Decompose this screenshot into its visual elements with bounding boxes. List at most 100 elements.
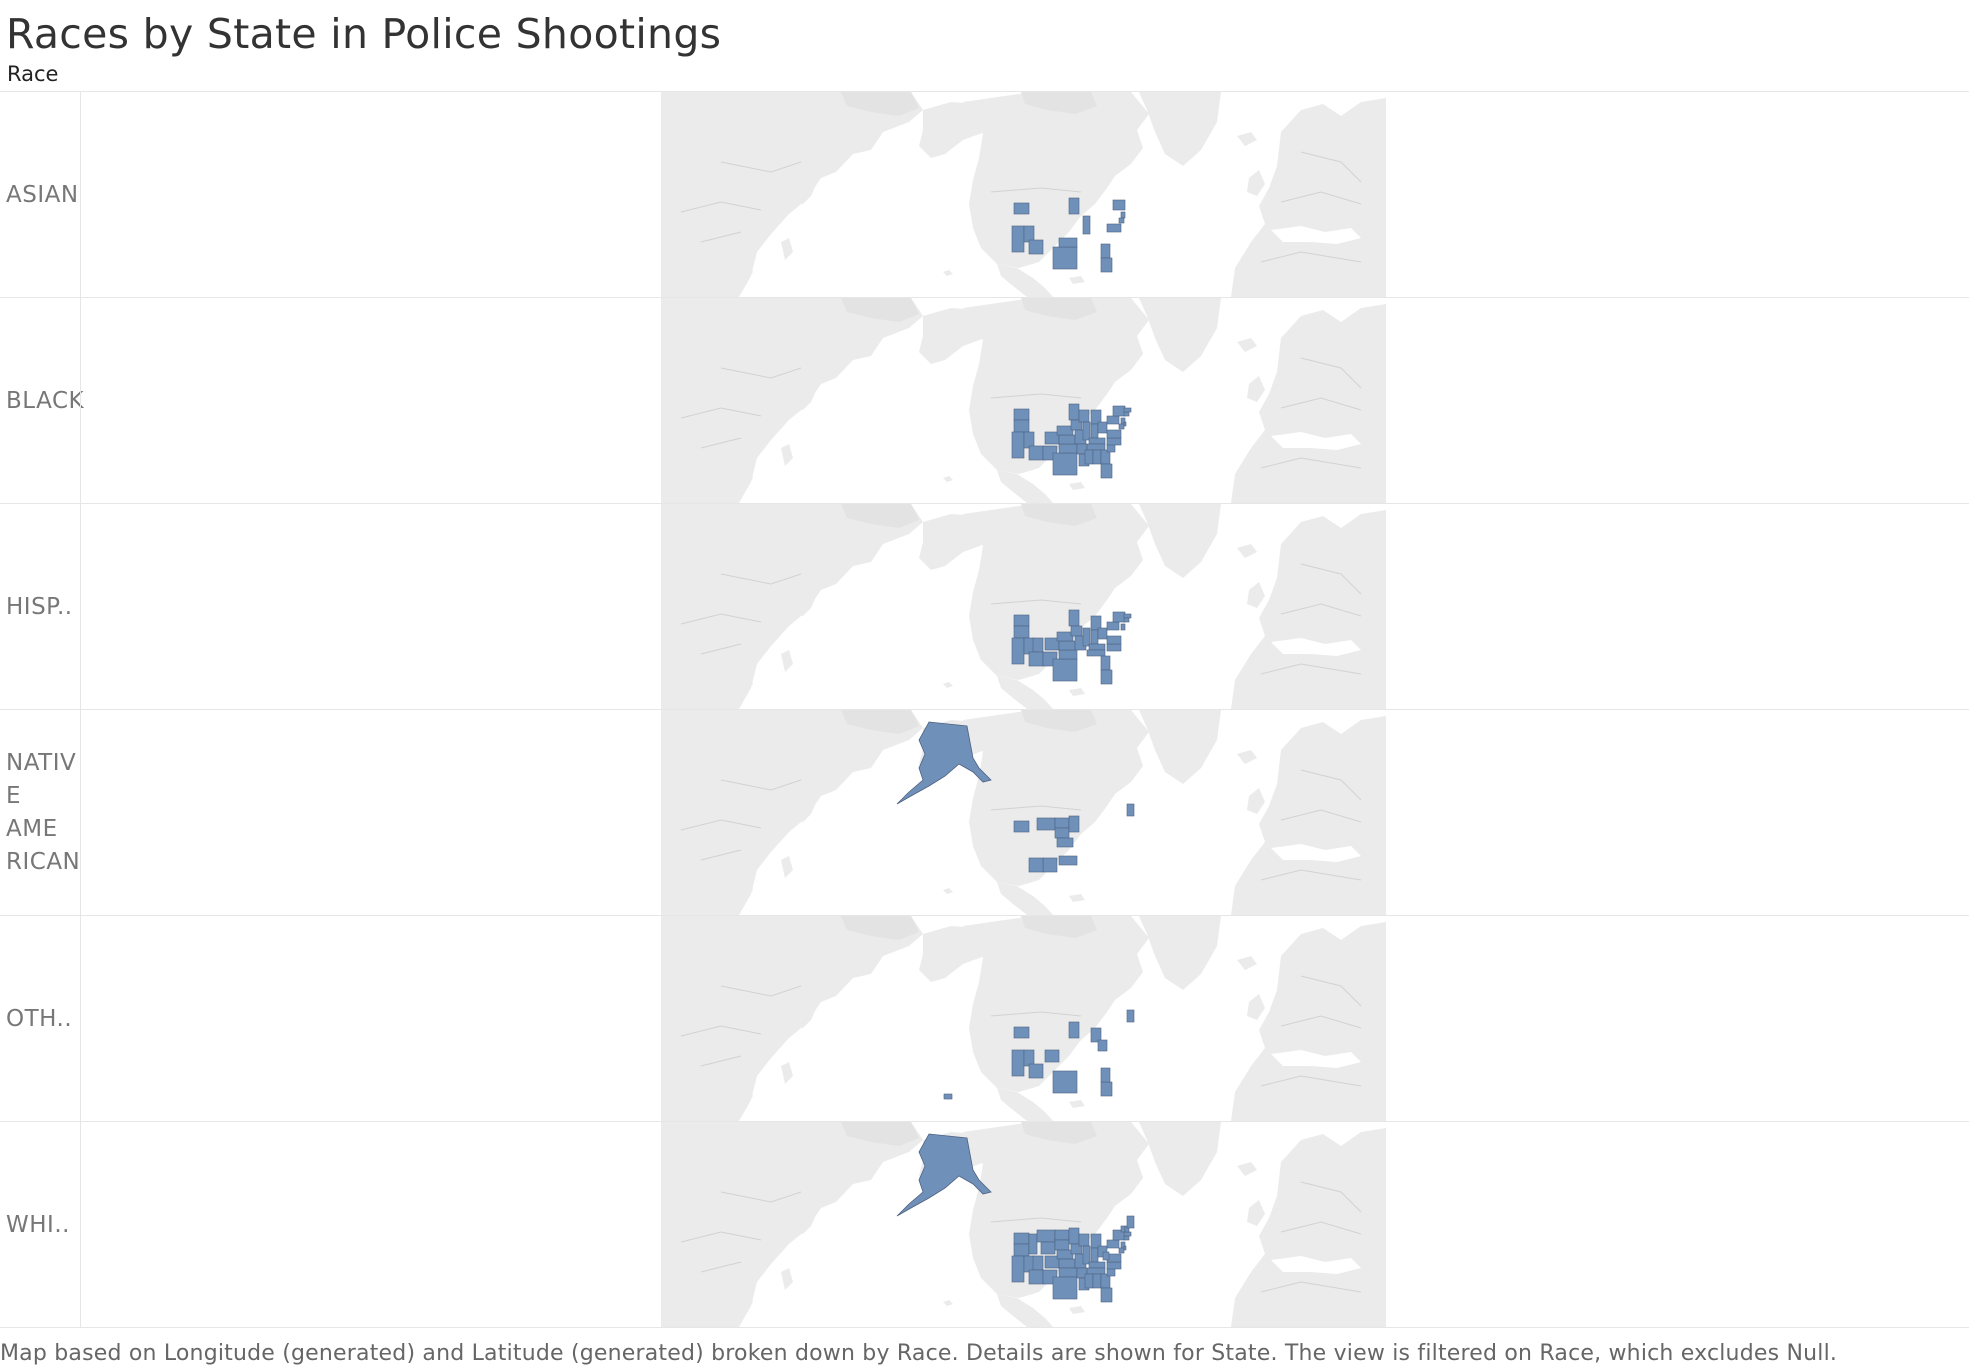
state-NE[interactable]: [1056, 837, 1074, 848]
state-NJ[interactable]: [1120, 623, 1126, 631]
state-SD[interactable]: [1054, 827, 1070, 839]
state-IN[interactable]: [1090, 629, 1099, 645]
state-TN[interactable]: [1086, 1267, 1106, 1275]
state-MN[interactable]: [1068, 197, 1080, 215]
state-UT[interactable]: [1032, 1255, 1044, 1271]
state-ND[interactable]: [1054, 817, 1070, 829]
state-CT[interactable]: [1123, 617, 1130, 623]
state-WA[interactable]: [1013, 820, 1030, 833]
race-row-label[interactable]: WHI..: [6, 1211, 70, 1238]
state-NV[interactable]: [1023, 1049, 1035, 1067]
state-MD[interactable]: [1118, 423, 1125, 430]
state-FL[interactable]: [1100, 1081, 1113, 1097]
state-NJ[interactable]: [1120, 211, 1126, 219]
state-NE[interactable]: [1056, 425, 1074, 436]
state-VA[interactable]: [1106, 429, 1122, 439]
state-TX[interactable]: [1052, 452, 1078, 476]
state-NC[interactable]: [1106, 1261, 1122, 1270]
state-map[interactable]: [661, 710, 1386, 915]
state-FL[interactable]: [1100, 669, 1113, 685]
state-KS[interactable]: [1058, 1258, 1076, 1269]
state-NY[interactable]: [1112, 611, 1126, 623]
state-WV[interactable]: [1102, 1251, 1110, 1261]
state-HI[interactable]: [943, 1093, 953, 1100]
state-OH[interactable]: [1097, 1245, 1108, 1258]
state-ID[interactable]: [1028, 1233, 1038, 1255]
state-CT[interactable]: [1123, 1235, 1130, 1241]
state-FL[interactable]: [1100, 257, 1113, 273]
state-IL[interactable]: [1082, 627, 1091, 647]
state-NV[interactable]: [1023, 431, 1035, 449]
state-MI[interactable]: [1090, 1027, 1102, 1043]
state-OK[interactable]: [1058, 443, 1078, 454]
state-map[interactable]: [661, 916, 1386, 1121]
state-CA[interactable]: [1011, 1049, 1025, 1077]
state-TX[interactable]: [1052, 658, 1078, 682]
state-AZ[interactable]: [1028, 239, 1044, 255]
state-CT[interactable]: [1123, 411, 1130, 417]
state-NV[interactable]: [1023, 637, 1035, 655]
state-OK[interactable]: [1058, 649, 1078, 660]
state-CA[interactable]: [1011, 225, 1025, 253]
state-map[interactable]: [661, 1122, 1386, 1327]
state-TN[interactable]: [1086, 443, 1106, 451]
race-row-label[interactable]: OTH..: [6, 1005, 73, 1032]
state-MN[interactable]: [1068, 1021, 1080, 1039]
state-DE[interactable]: [1123, 421, 1127, 427]
state-MA[interactable]: [1123, 1231, 1132, 1237]
state-TN[interactable]: [1086, 649, 1106, 657]
state-MD[interactable]: [1118, 1247, 1125, 1254]
state-CA[interactable]: [1011, 637, 1025, 665]
state-CO[interactable]: [1044, 1049, 1060, 1063]
state-MN[interactable]: [1068, 1227, 1080, 1245]
state-WA[interactable]: [1013, 1232, 1030, 1245]
state-AL[interactable]: [1092, 1273, 1102, 1289]
state-MT[interactable]: [1036, 1229, 1056, 1243]
state-TX[interactable]: [1052, 1070, 1078, 1094]
state-WY[interactable]: [1040, 1241, 1056, 1255]
state-KS[interactable]: [1058, 434, 1076, 445]
state-KS[interactable]: [1058, 640, 1076, 651]
state-MA[interactable]: [1123, 407, 1132, 413]
state-ME[interactable]: [1126, 803, 1135, 817]
state-ME[interactable]: [1126, 1215, 1135, 1229]
state-NV[interactable]: [1023, 1255, 1035, 1273]
state-AZ[interactable]: [1028, 651, 1044, 667]
state-OH[interactable]: [1097, 421, 1108, 434]
state-WI[interactable]: [1078, 409, 1090, 423]
state-PA[interactable]: [1106, 621, 1120, 631]
state-map[interactable]: [661, 298, 1386, 503]
state-MN[interactable]: [1068, 609, 1080, 627]
state-OR[interactable]: [1013, 1243, 1030, 1257]
state-NE[interactable]: [1056, 631, 1074, 642]
state-AK[interactable]: [896, 721, 992, 805]
state-AL[interactable]: [1092, 449, 1102, 465]
state-AK[interactable]: [896, 1133, 992, 1217]
state-map[interactable]: [661, 92, 1386, 297]
state-WI[interactable]: [1078, 1233, 1090, 1247]
state-TX[interactable]: [1052, 246, 1078, 270]
state-VA[interactable]: [1106, 635, 1122, 645]
state-OK[interactable]: [1058, 855, 1078, 866]
state-AZ[interactable]: [1028, 1269, 1044, 1285]
state-IN[interactable]: [1090, 423, 1099, 439]
state-MS[interactable]: [1084, 449, 1094, 465]
state-FL[interactable]: [1100, 463, 1113, 479]
state-GA[interactable]: [1100, 1067, 1111, 1083]
state-IN[interactable]: [1090, 1247, 1099, 1263]
state-OH[interactable]: [1097, 627, 1108, 640]
state-NM[interactable]: [1042, 857, 1058, 873]
state-MT[interactable]: [1036, 817, 1056, 831]
state-MS[interactable]: [1084, 1273, 1094, 1289]
state-IL[interactable]: [1082, 421, 1091, 441]
race-row-label[interactable]: HISP..: [6, 593, 73, 620]
state-KY[interactable]: [1088, 1261, 1106, 1269]
state-WA[interactable]: [1013, 408, 1030, 421]
state-SD[interactable]: [1054, 1239, 1070, 1251]
state-KY[interactable]: [1088, 437, 1106, 445]
state-VA[interactable]: [1106, 223, 1122, 233]
state-VT[interactable]: [1120, 1225, 1126, 1233]
race-row-label[interactable]: BLACK: [6, 387, 85, 414]
state-NC[interactable]: [1106, 643, 1122, 652]
race-row-label[interactable]: NATIV E AME RICAN: [6, 750, 81, 875]
